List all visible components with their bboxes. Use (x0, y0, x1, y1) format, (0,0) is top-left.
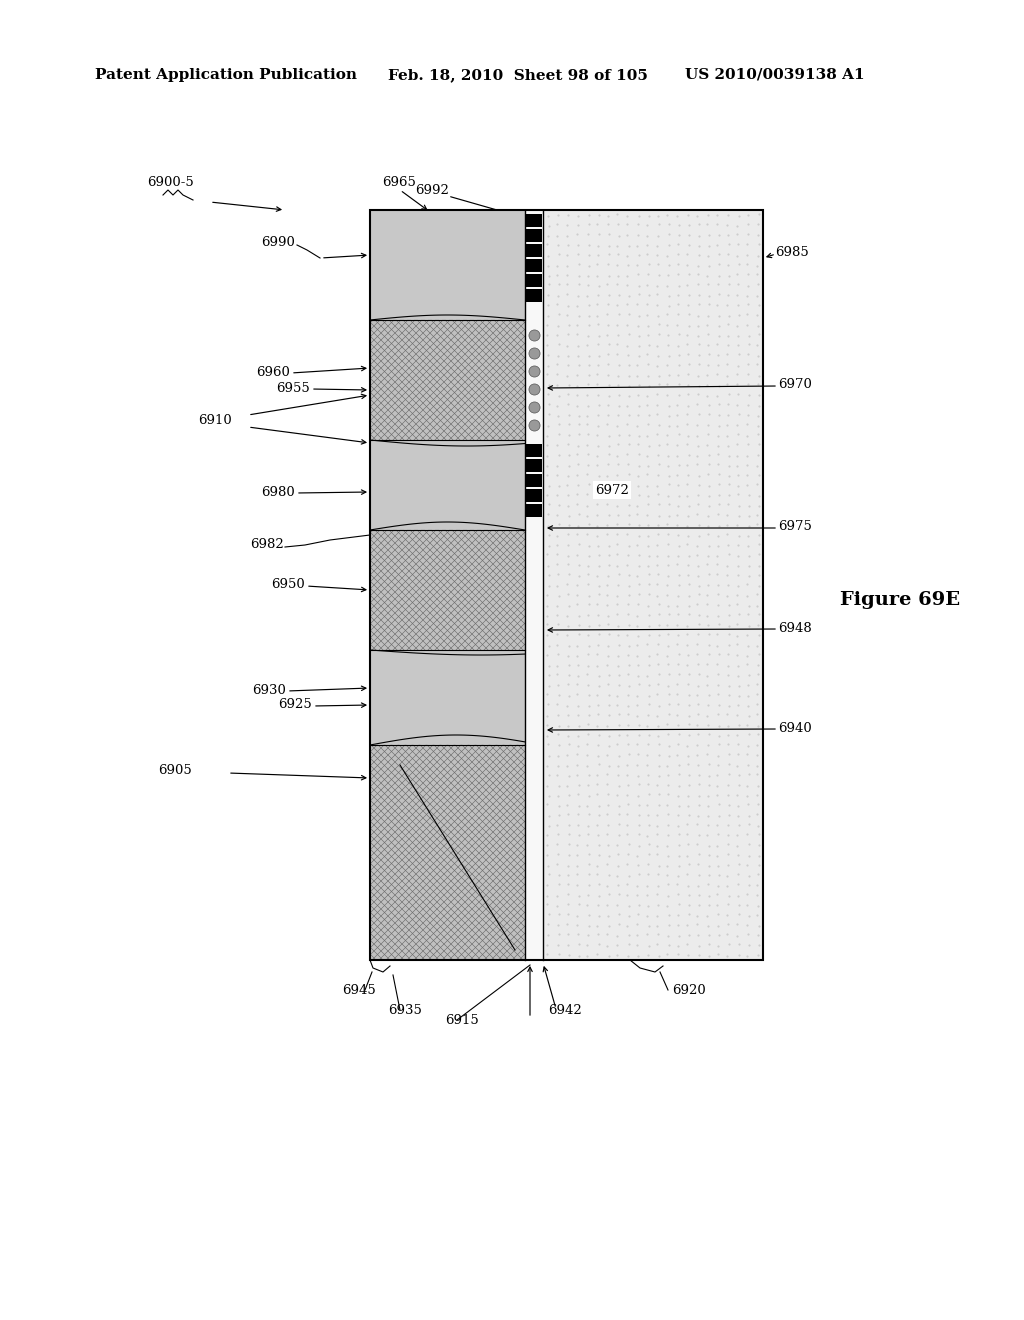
Bar (526, 244, 542, 257)
Text: 6948: 6948 (778, 622, 812, 635)
Bar (526, 474, 542, 487)
Polygon shape (370, 440, 525, 531)
Text: 6992: 6992 (415, 183, 449, 197)
Text: 6905: 6905 (158, 763, 191, 776)
Text: Feb. 18, 2010  Sheet 98 of 105: Feb. 18, 2010 Sheet 98 of 105 (388, 69, 648, 82)
Bar (526, 228, 542, 242)
Text: 6930: 6930 (252, 684, 286, 697)
Text: 6942: 6942 (548, 1003, 582, 1016)
Bar (370, 319, 525, 440)
Bar (526, 459, 542, 473)
Text: 6945: 6945 (342, 983, 376, 997)
Text: 6970: 6970 (778, 379, 812, 392)
Bar (526, 504, 542, 517)
Polygon shape (370, 649, 525, 744)
Text: 6950: 6950 (271, 578, 305, 591)
Text: 6985: 6985 (775, 247, 809, 260)
Text: 6910: 6910 (198, 413, 231, 426)
Bar (543, 210, 763, 960)
Bar (525, 210, 543, 960)
Bar (526, 259, 542, 272)
Bar (526, 275, 542, 286)
Text: Patent Application Publication: Patent Application Publication (95, 69, 357, 82)
Polygon shape (370, 210, 525, 319)
Text: 6940: 6940 (778, 722, 812, 734)
Text: 6990: 6990 (261, 236, 295, 249)
Text: 6920: 6920 (672, 983, 706, 997)
Text: 6925: 6925 (279, 698, 312, 711)
Text: 6900-5: 6900-5 (147, 177, 194, 190)
Text: 6965: 6965 (382, 177, 416, 190)
Text: 6972: 6972 (595, 483, 629, 496)
Bar (526, 488, 542, 502)
Bar (526, 214, 542, 227)
Text: 6975: 6975 (778, 520, 812, 533)
Bar (370, 210, 763, 960)
Text: 6980: 6980 (261, 486, 295, 499)
Text: 6955: 6955 (276, 381, 310, 395)
Text: 6935: 6935 (388, 1003, 422, 1016)
Text: US 2010/0039138 A1: US 2010/0039138 A1 (685, 69, 864, 82)
Bar (370, 744, 525, 960)
Text: 6982: 6982 (250, 539, 284, 552)
Text: Figure 69E: Figure 69E (840, 591, 961, 609)
Text: 6915: 6915 (445, 1014, 479, 1027)
Bar (370, 531, 525, 649)
Bar (526, 289, 542, 302)
Bar (526, 444, 542, 457)
Text: 6960: 6960 (256, 366, 290, 379)
